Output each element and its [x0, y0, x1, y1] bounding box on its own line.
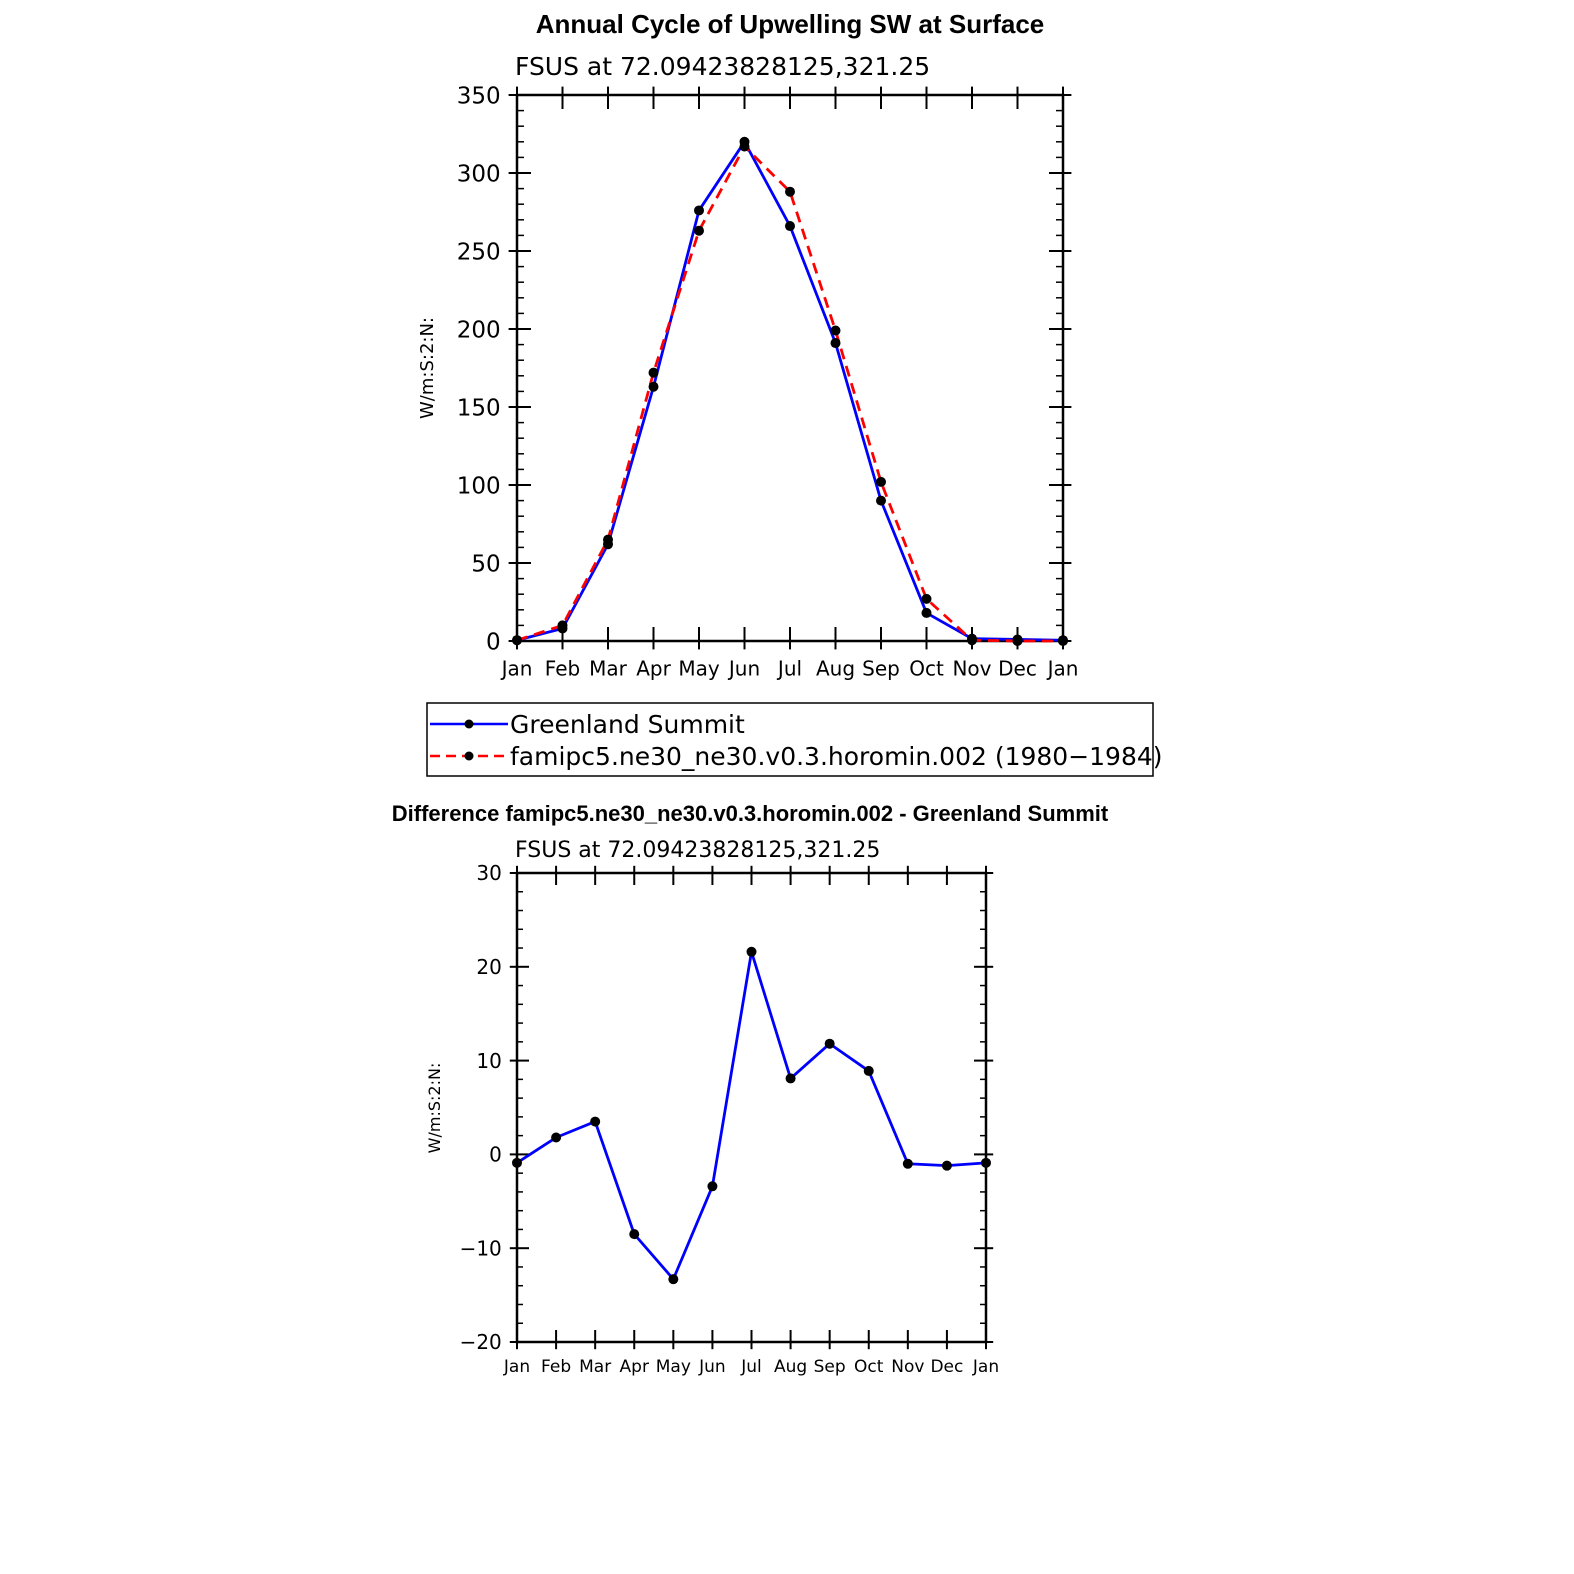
data-point	[863, 1065, 874, 1076]
top-chart-title: Annual Cycle of Upwelling SW at Surface	[536, 9, 1045, 39]
x-tick-label: May	[656, 1357, 691, 1377]
bottom-chart-ylabel: W/m:S:2:N:	[425, 1063, 444, 1154]
data-point	[648, 381, 659, 392]
series-line	[516, 140, 1064, 642]
top-chart-plot-area: 0 50 100 150 200 250 300 350 Jan Feb Mar Apr May Jun J…	[457, 83, 1079, 680]
data-point	[603, 534, 613, 545]
data-point	[694, 205, 704, 216]
data-point	[824, 1038, 835, 1049]
data-point	[648, 367, 659, 378]
y-tick-label: 50	[471, 551, 500, 577]
y-tick-label: −20	[460, 1330, 502, 1354]
x-tick-label: Sep	[814, 1357, 846, 1377]
series-line	[516, 145, 1063, 643]
data-point	[1058, 636, 1068, 646]
data-point	[941, 1160, 952, 1171]
x-tick-label: Jan	[1046, 656, 1079, 680]
y-tick-label: 350	[457, 83, 501, 109]
x-tick-label: Feb	[541, 1357, 571, 1377]
data-point	[967, 635, 977, 646]
data-point	[921, 593, 932, 604]
bottom-chart: Difference famipc5.ne30_ne30.v0.3.horomi…	[392, 801, 1109, 1377]
x-tick-label: Nov	[891, 1357, 924, 1377]
legend-label-famipc5: famipc5.ne30_ne30.v0.3.horomin.002 (1980…	[510, 742, 1163, 771]
y-tick-label: 250	[457, 239, 501, 265]
x-tick-label: Jan	[500, 656, 533, 680]
legend-marker-famipc5	[464, 751, 474, 761]
data-point	[921, 607, 932, 618]
data-point	[876, 476, 886, 487]
x-tick-label: Jan	[972, 1357, 999, 1377]
bottom-chart-title: Difference famipc5.ne30_ne30.v0.3.horomi…	[392, 801, 1109, 826]
data-point	[707, 1181, 718, 1192]
x-tick-label: Jun	[698, 1357, 726, 1377]
x-tick-label: Dec	[998, 656, 1037, 680]
x-tick-label: Jul	[740, 1357, 762, 1377]
legend: Greenland Summit famipc5.ne30_ne30.v0.3.…	[426, 702, 1163, 777]
x-tick-label: Oct	[854, 1357, 884, 1377]
y-tick-label: 200	[457, 317, 501, 343]
x-tick-label: Jan	[503, 1357, 530, 1377]
x-tick-label: Mar	[579, 1357, 611, 1377]
x-tick-label: Aug	[816, 656, 855, 680]
y-tick-label: 0	[489, 1143, 502, 1167]
y-tick-label: 10	[476, 1049, 501, 1073]
data-point	[876, 495, 886, 506]
x-tick-label: Apr	[636, 656, 671, 680]
data-point	[739, 141, 750, 152]
series-line	[516, 950, 987, 1281]
top-chart-ylabel: W/m:S:2:N:	[417, 317, 438, 419]
top-chart-subtitle: FSUS at 72.09423828125,321.25	[515, 52, 930, 81]
y-tick-label: 150	[457, 395, 501, 421]
data-point	[981, 1157, 991, 1168]
data-point	[785, 186, 795, 197]
legend-label-greenland-summit: Greenland Summit	[510, 710, 745, 739]
top-chart: Annual Cycle of Upwelling SW at Surface …	[417, 9, 1078, 680]
data-point	[694, 225, 704, 236]
plot-frame	[515, 871, 988, 1344]
x-tick-label: Feb	[545, 656, 580, 680]
data-point	[785, 1073, 796, 1084]
data-point	[557, 620, 568, 631]
x-tick-label: Nov	[952, 656, 991, 680]
legend-box	[426, 702, 1154, 777]
y-tick-label: 20	[476, 955, 501, 979]
data-point	[668, 1274, 679, 1285]
x-tick-label: Oct	[909, 656, 944, 680]
data-point	[785, 221, 795, 232]
data-point	[830, 338, 841, 349]
x-tick-label: Sep	[862, 656, 900, 680]
x-tick-label: Mar	[589, 656, 628, 680]
y-tick-label: 30	[476, 861, 501, 885]
data-point	[746, 946, 757, 957]
bottom-chart-plot-area: −20 −10 0 10 20 30 Jan Feb Mar Apr May Jun Jul Aug Sep…	[460, 861, 1000, 1377]
x-tick-label: May	[678, 656, 720, 680]
data-point	[902, 1158, 913, 1169]
data-point	[590, 1116, 601, 1127]
y-tick-label: 300	[457, 161, 501, 187]
bottom-chart-subtitle: FSUS at 72.09423828125,321.25	[515, 838, 880, 863]
x-tick-label: Jun	[727, 656, 760, 680]
x-tick-label: Apr	[620, 1357, 649, 1377]
data-point	[1012, 636, 1023, 646]
x-tick-label: Dec	[930, 1357, 963, 1377]
legend-marker-greenland-summit	[464, 719, 474, 729]
data-point	[629, 1229, 640, 1240]
x-tick-label: Aug	[774, 1357, 807, 1377]
y-tick-label: 0	[486, 629, 501, 655]
data-point	[830, 325, 841, 336]
y-tick-label: 100	[457, 473, 501, 499]
data-point	[512, 635, 522, 646]
y-tick-label: −10	[460, 1236, 502, 1260]
data-point	[551, 1132, 562, 1143]
data-point	[512, 1157, 522, 1168]
x-tick-label: Jul	[776, 656, 802, 680]
